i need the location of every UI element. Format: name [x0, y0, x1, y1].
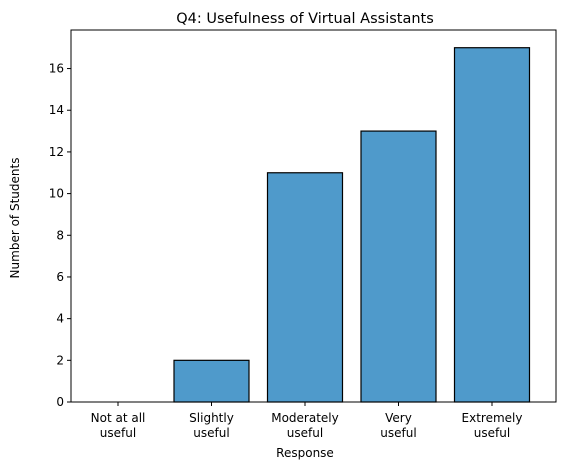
y-tick-label-1: 2 [56, 353, 64, 367]
bar-1 [173, 359, 250, 403]
y-axis-label: Number of Students [8, 158, 22, 279]
bar-4 [453, 47, 531, 403]
y-tick-label-0: 0 [56, 395, 64, 409]
y-tick-label-8: 16 [49, 62, 64, 76]
x-axis-label: Response [276, 446, 334, 460]
y-tick-label-6: 12 [49, 145, 64, 159]
y-tick-label-3: 6 [56, 270, 64, 284]
x-tick-label-2: Moderately useful [271, 411, 339, 440]
x-tick-label-4: Extremely useful [462, 411, 523, 440]
y-tick-label-4: 8 [56, 228, 64, 242]
plot-area: 0 2 4 6 8 10 12 14 16 Not at all useful Slightly use… [49, 29, 557, 440]
chart-title: Q4: Usefulness of Virtual Assistants [176, 11, 434, 27]
bar-3 [360, 130, 437, 403]
bar-2 [266, 172, 344, 403]
y-tick-label-5: 10 [49, 187, 64, 201]
y-tick-label-7: 14 [49, 103, 64, 117]
x-tick-label-0: Not at all useful [91, 411, 146, 440]
x-tick-label-1: Slightly useful [189, 411, 234, 440]
y-tick-label-2: 4 [56, 312, 64, 326]
axes-frame [70, 29, 557, 403]
x-tick-label-3: Very useful [380, 411, 416, 440]
